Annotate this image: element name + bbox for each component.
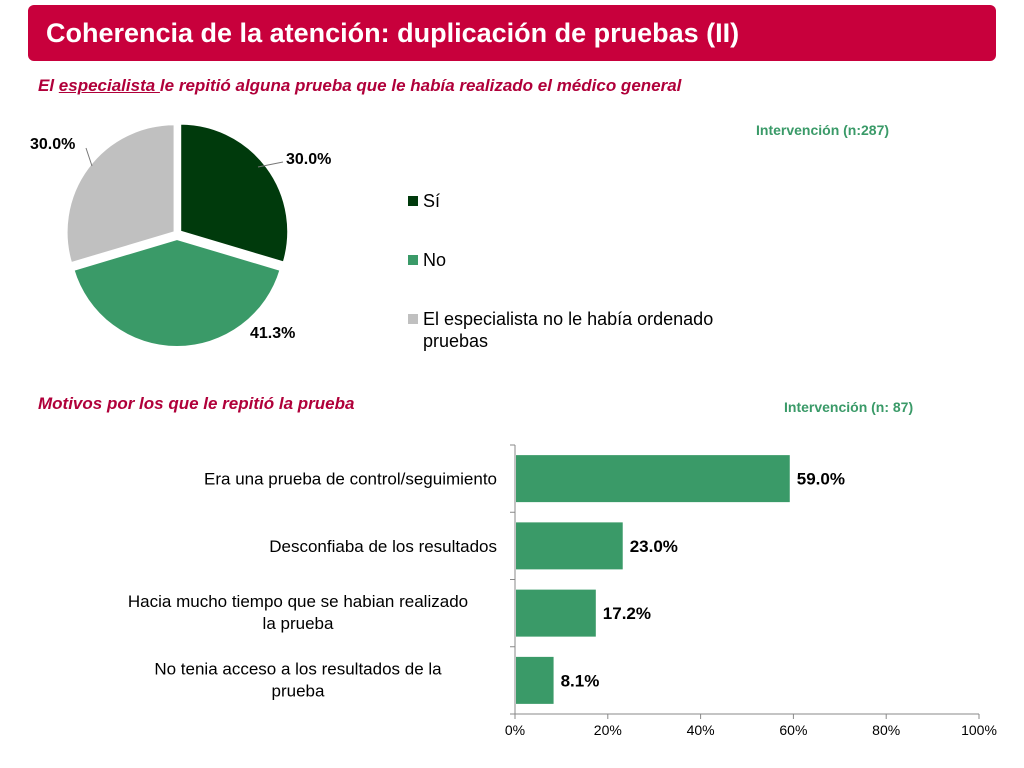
x-tick-label: 0% bbox=[505, 722, 525, 738]
pie-data-label: 30.0% bbox=[286, 151, 331, 168]
bar bbox=[516, 522, 623, 570]
pie-subtitle-pre: El bbox=[38, 76, 59, 95]
pie-slice bbox=[179, 122, 290, 264]
bar bbox=[516, 656, 554, 704]
bar-data-label: 59.0% bbox=[797, 470, 845, 489]
bar-sample-note: Intervención (n: 87) bbox=[784, 399, 914, 415]
pie-slice bbox=[72, 237, 282, 348]
legend-item-si: Sí bbox=[408, 190, 763, 212]
pie-subtitle-emphasis: especialista bbox=[58, 76, 160, 95]
legend-label: No bbox=[423, 250, 447, 270]
y-category-label: Era una prueba de control/seguimiento bbox=[204, 470, 497, 489]
x-tick-label: 40% bbox=[687, 722, 715, 738]
y-category-label: Hacia mucho tiempo que se habian realiza… bbox=[128, 592, 468, 633]
pie-sample-note: Intervención (n:287) bbox=[756, 122, 890, 138]
bar-data-label: 8.1% bbox=[561, 671, 600, 690]
legend-item-no: No bbox=[408, 249, 763, 271]
slide-title: Coherencia de la atención: duplicación d… bbox=[46, 18, 740, 48]
bar-chart: 0% 20% 40% 60% 80% 100% 59.0% Era una prueba de… bbox=[128, 444, 997, 738]
pie-leader-line bbox=[85, 147, 93, 167]
pie-slice bbox=[65, 123, 176, 265]
legend-swatch bbox=[408, 255, 418, 265]
legend-swatch bbox=[408, 314, 418, 324]
legend-swatch bbox=[408, 196, 418, 206]
legend-label: Sí bbox=[423, 191, 441, 211]
y-category-label: Desconfiaba de los resultados bbox=[269, 537, 497, 556]
legend-label: El especialista no le había ordenado pru… bbox=[423, 309, 714, 351]
pie-leader-line bbox=[257, 161, 284, 168]
bar-data-label: 17.2% bbox=[603, 604, 651, 623]
x-tick-label: 60% bbox=[779, 722, 807, 738]
pie-data-label: 41.3% bbox=[250, 325, 295, 342]
x-tick-label: 80% bbox=[872, 722, 900, 738]
slide-header: Coherencia de la atención: duplicación d… bbox=[28, 5, 996, 61]
bar bbox=[516, 455, 790, 503]
x-tick-label: 20% bbox=[594, 722, 622, 738]
bar-data-label: 23.0% bbox=[630, 537, 678, 556]
pie-chart: 30.0% 41.3% 30.0% bbox=[30, 122, 331, 348]
pie-subtitle-post: le repitió alguna prueba que le había re… bbox=[159, 76, 682, 95]
legend-item-no-ordenado: El especialista no le había ordenado pru… bbox=[408, 308, 763, 352]
pie-data-label: 30.0% bbox=[30, 136, 75, 153]
pie-subtitle: El especialista le repitió alguna prueba… bbox=[38, 76, 681, 96]
bar-subtitle: Motivos por los que le repitió la prueba bbox=[38, 394, 355, 413]
y-category-label: No tenia acceso a los resultados de la pr… bbox=[154, 659, 442, 700]
x-tick-label: 100% bbox=[961, 722, 997, 738]
bar bbox=[516, 589, 596, 637]
